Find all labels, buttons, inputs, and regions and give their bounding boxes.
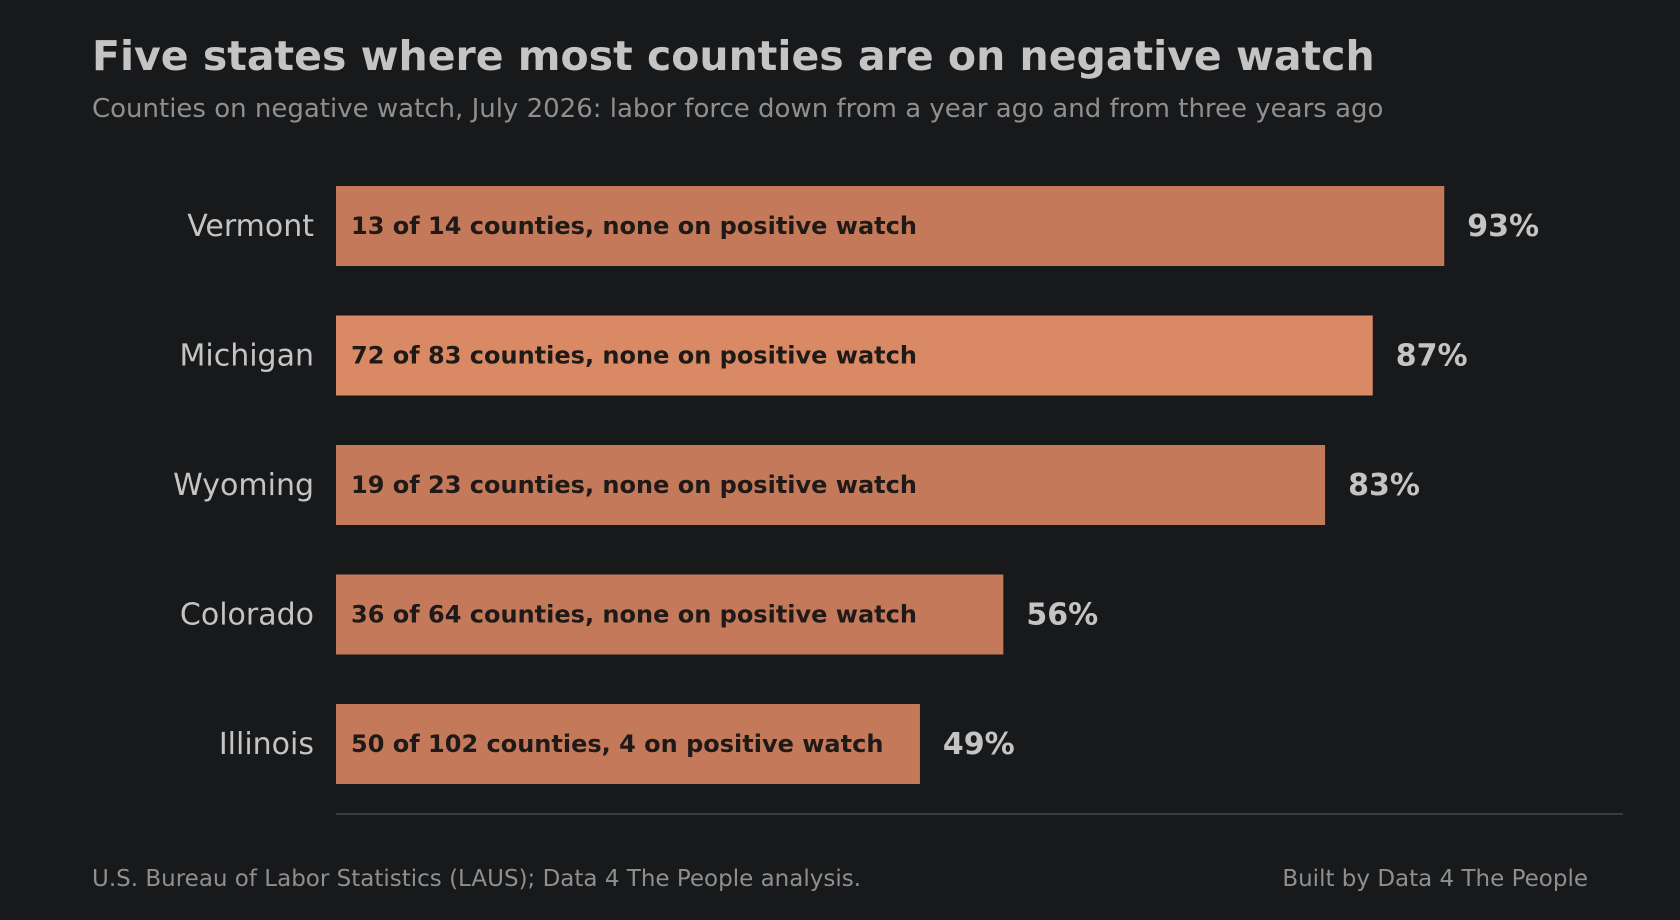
bar [336, 445, 1326, 525]
value-label: 93% [1467, 209, 1539, 244]
bar-inline-label: 13 of 14 counties, none on positive watc… [351, 212, 917, 240]
bar-inline-label: 36 of 64 counties, none on positive watc… [351, 601, 917, 629]
bar [336, 704, 920, 784]
category-label: Colorado [180, 598, 314, 633]
category-label: Michigan [179, 339, 314, 374]
bar [336, 315, 1373, 396]
bar [336, 574, 1004, 655]
bar [336, 186, 1445, 266]
category-label: Illinois [219, 727, 314, 762]
source-note: U.S. Bureau of Labor Statistics (LAUS); … [92, 866, 862, 892]
value-label: 56% [1026, 598, 1098, 633]
bar-inline-label: 19 of 23 counties, none on positive watc… [351, 471, 917, 499]
bar-inline-label: 50 of 102 counties, 4 on positive watch [351, 730, 883, 758]
category-label: Vermont [187, 209, 314, 244]
value-label: 83% [1348, 468, 1420, 503]
value-label: 87% [1396, 339, 1468, 374]
credit-note: Built by Data 4 The People [1282, 866, 1588, 892]
chart-title: Five states where most counties are on n… [92, 32, 1375, 80]
value-label: 49% [943, 727, 1015, 762]
bar-inline-label: 72 of 83 counties, none on positive watc… [351, 342, 917, 370]
chart-subtitle: Counties on negative watch, July 2026: l… [92, 94, 1384, 124]
category-label: Wyoming [173, 468, 314, 503]
